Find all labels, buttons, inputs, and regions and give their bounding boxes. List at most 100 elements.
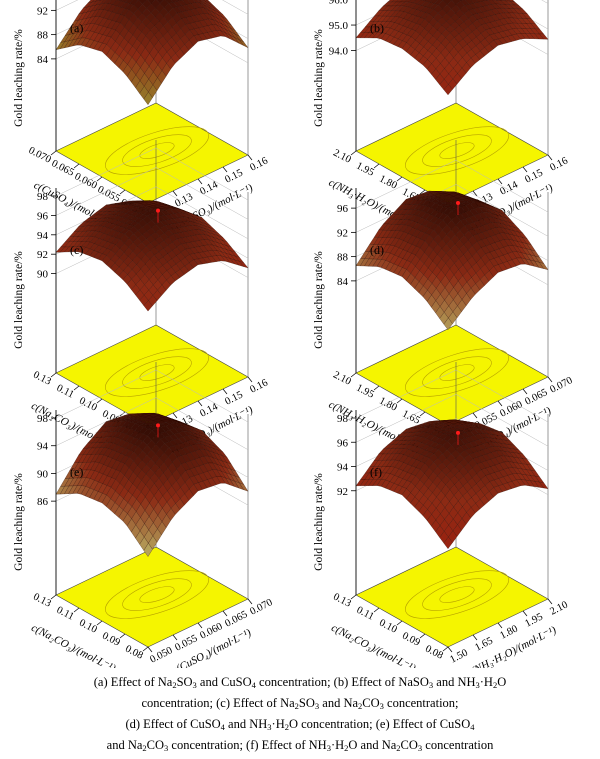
x-tick <box>547 598 553 605</box>
floor-contour <box>405 570 509 619</box>
x-tick <box>247 154 253 161</box>
x-tick <box>497 178 503 185</box>
z-axis-label: Gold leaching rate/% <box>13 251 25 349</box>
z-tick-label: 94 <box>37 230 49 242</box>
y-tick <box>396 176 403 182</box>
z-tick-label: 92 <box>337 227 348 239</box>
y-tick-label: 1.80 <box>377 396 398 414</box>
x-tick <box>472 634 478 641</box>
x-tick <box>147 646 153 653</box>
surface-cell <box>143 300 153 312</box>
x-tick-label: 1.95 <box>523 612 544 630</box>
wall-grid-line <box>355 393 549 447</box>
figure-caption: (a) Effect of Na2SO3 and CuSO4 concentra… <box>10 672 590 756</box>
y-tick <box>350 150 357 156</box>
y-tick-label: 0.10 <box>77 618 98 636</box>
response-surface <box>55 0 249 106</box>
floor-contour <box>122 134 192 167</box>
y-tick <box>73 607 80 613</box>
y-axis-label: c(Na₂CO₃)/(mol·L⁻¹) <box>29 622 117 668</box>
floor-contour <box>422 356 492 389</box>
x-tick-label: 0.15 <box>223 168 244 186</box>
y-tick <box>419 633 426 639</box>
y-tick <box>96 398 103 404</box>
x-tick-label: 0.14 <box>198 401 220 419</box>
z-tick-label: 96 <box>37 210 49 222</box>
y-tick <box>373 385 380 391</box>
y-tick-label: 0.09 <box>400 631 421 649</box>
caption-line-2: concentration; (c) Effect of Na2SO3 and … <box>141 696 459 711</box>
z-tick-label: 96.0 <box>329 0 349 7</box>
response-surface <box>55 413 249 557</box>
y-tick-label: 0.09 <box>100 631 121 649</box>
floor-contour <box>105 570 209 619</box>
panel-tag: (a) <box>70 21 83 35</box>
x-tick-label: 0.060 <box>498 399 524 420</box>
y-tick <box>373 607 380 613</box>
y-tick <box>50 372 57 378</box>
x-tick-label: 0.070 <box>248 597 274 618</box>
response-surface <box>355 190 549 331</box>
floor-contour <box>139 142 175 159</box>
floor-contour <box>422 134 492 167</box>
x-tick-label: 2.10 <box>548 600 569 618</box>
panel-tag: (d) <box>370 243 384 257</box>
x-tick <box>197 178 203 185</box>
y-tick-label: 0.11 <box>55 605 76 623</box>
x-tick <box>172 412 178 419</box>
wall-grid-line <box>355 184 549 237</box>
y-tick-label: 0.08 <box>423 644 444 662</box>
y-tick-label: 1.95 <box>354 383 375 401</box>
y-tick-label: 0.060 <box>73 171 99 192</box>
x-tick <box>522 166 528 173</box>
y-tick <box>350 594 357 600</box>
floor-plane <box>55 102 249 204</box>
response-surface <box>55 200 249 312</box>
x-tick <box>222 166 228 173</box>
y-tick <box>96 620 103 626</box>
x-tick-label: 0.070 <box>548 375 574 396</box>
y-tick <box>396 398 403 404</box>
floor-contour <box>139 586 175 603</box>
panel-tag: (c) <box>70 243 83 257</box>
y-tick-label: 1.95 <box>354 161 375 179</box>
surface-cell <box>143 542 153 557</box>
wall-grid-line <box>55 397 249 450</box>
z-tick-label: 84 <box>37 54 49 66</box>
y-tick-label: 0.11 <box>55 383 76 401</box>
x-tick <box>522 388 528 395</box>
floor-contour <box>122 578 192 611</box>
wall-grid-line <box>355 369 549 423</box>
wall-grid-line <box>55 167 249 220</box>
x-tick-label: 0.050 <box>148 645 174 666</box>
y-tick <box>419 189 426 195</box>
z-tick-label: 86 <box>37 496 49 508</box>
caption-line-1: (a) Effect of Na2SO3 and CuSO4 concentra… <box>93 675 507 690</box>
surface-cell <box>443 84 453 96</box>
z-axis-label: Gold leaching rate/% <box>13 473 25 571</box>
z-tick-label: 92 <box>37 249 48 261</box>
y-tick <box>119 633 126 639</box>
y-tick-label: 0.11 <box>355 605 376 623</box>
wall-grid-line <box>55 369 249 423</box>
y-tick-label: 0.08 <box>123 644 144 662</box>
floor-contour <box>139 364 175 381</box>
floor-contour <box>105 126 209 175</box>
x-tick-label: 1.65 <box>473 636 494 654</box>
z-tick-label: 98 <box>337 413 349 425</box>
z-tick-label: 92 <box>37 5 48 17</box>
x-tick-label: 0.065 <box>523 387 549 408</box>
wall-grid-line <box>355 159 549 213</box>
y-tick <box>373 163 380 169</box>
x-tick-label: 1.50 <box>448 648 469 666</box>
z-axis-label: Gold leaching rate/% <box>313 473 325 571</box>
y-tick <box>50 594 57 600</box>
x-tick <box>472 412 478 419</box>
z-tick-label: 95.0 <box>329 20 349 32</box>
x-tick-label: 0.15 <box>223 390 244 408</box>
x-tick <box>547 376 553 383</box>
z-tick-label: 94 <box>37 441 49 453</box>
x-tick <box>497 400 503 407</box>
